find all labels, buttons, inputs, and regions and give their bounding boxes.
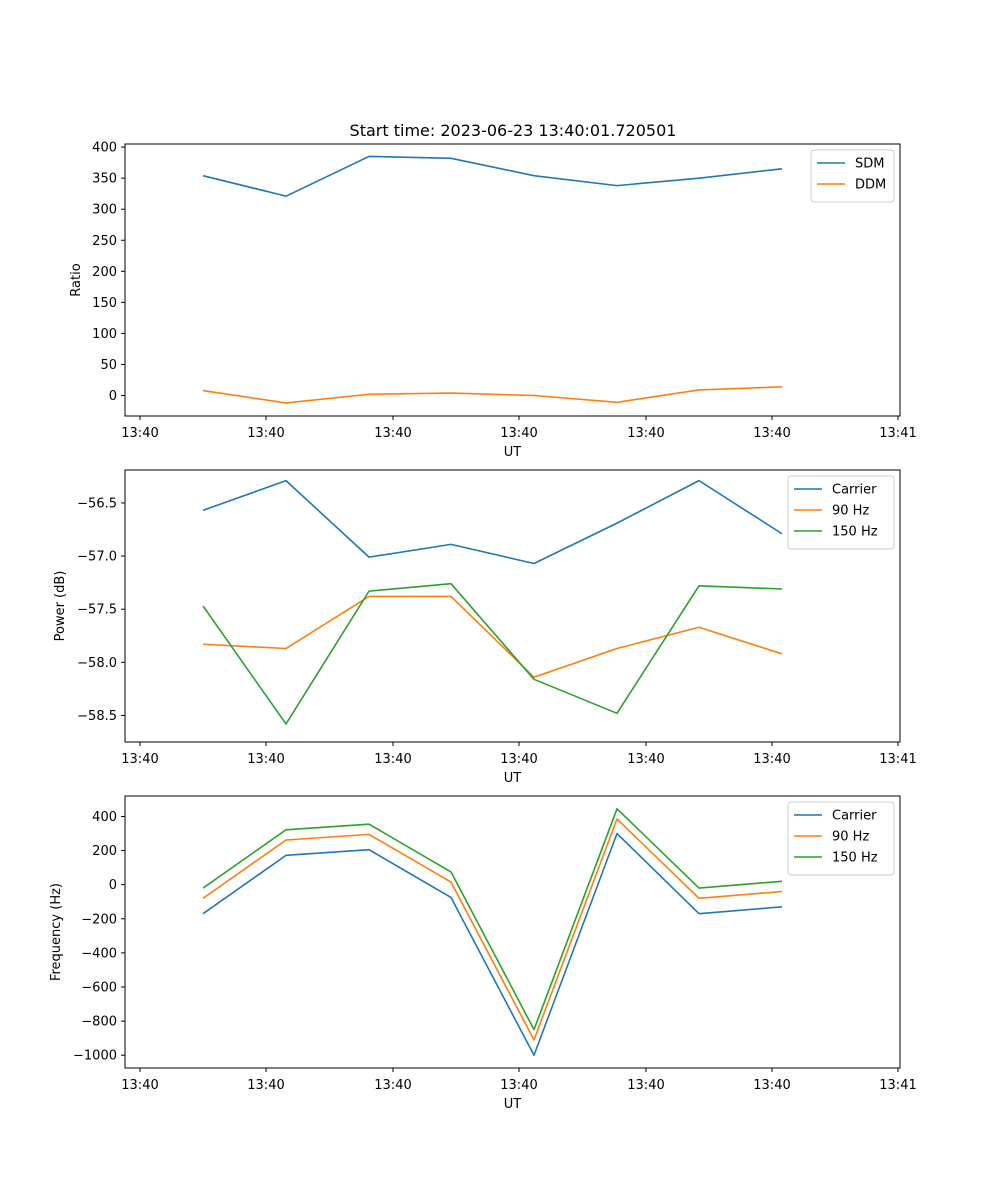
y-tick-label: −58.0: [77, 656, 117, 671]
x-tick-label: 13:40: [500, 752, 537, 767]
y-tick-label: 300: [92, 203, 117, 218]
series-line-carrier: [202, 832, 783, 1057]
x-tick-label: 13:41: [879, 1078, 916, 1093]
x-tick-label: 13:40: [121, 426, 158, 441]
x-tick-label: 13:40: [500, 426, 537, 441]
x-tick-label: 13:40: [627, 426, 664, 441]
y-tick-label: −800: [81, 1015, 117, 1030]
legend-label: 90 Hz: [832, 504, 869, 519]
y-tick-label: 50: [100, 358, 117, 373]
x-axis-label: UT: [504, 445, 522, 460]
x-tick-label: 13:40: [121, 1078, 158, 1093]
y-tick-label: 100: [92, 327, 117, 342]
y-tick-label: 200: [92, 265, 117, 280]
y-axis-label: Frequency (Hz): [49, 883, 64, 981]
legend: SDM DDM: [810, 149, 895, 203]
x-tick-label: 13:40: [627, 1078, 664, 1093]
x-tick-label: 13:40: [121, 752, 158, 767]
x-axis-label: UT: [504, 771, 522, 786]
figure-title: Start time: 2023-06-23 13:40:01.720501: [350, 121, 677, 140]
series-line-carrier: [202, 479, 783, 565]
subplot-2: 13:40 13:40 13:40 13:40 13:40 13:40 13:41 UT −56…: [53, 469, 917, 786]
x-tick-label: 13:40: [247, 752, 284, 767]
y-tick-label: −1000: [73, 1049, 117, 1064]
y-tick-label: 400: [92, 810, 117, 825]
y-tick-label: 250: [92, 234, 117, 249]
x-tick-label: 13:41: [879, 752, 916, 767]
legend-label: Carrier: [832, 809, 877, 824]
y-tick-label: −57.0: [77, 550, 117, 565]
x-tick-label: 13:40: [247, 1078, 284, 1093]
x-axis-label: UT: [504, 1097, 522, 1112]
legend: Carrier 90 Hz 150 Hz: [787, 475, 895, 550]
plots-container: 13:40 13:40 13:40 13:40 13:40 13:40 13:41 UT 0 50…: [49, 141, 917, 1112]
legend-label: DDM: [855, 178, 886, 193]
x-tick-label: 13:40: [753, 426, 790, 441]
series-line-150-hz: [202, 807, 783, 1031]
series-line-sdm: [202, 155, 783, 197]
x-tick-label: 13:40: [753, 752, 790, 767]
legend: Carrier 90 Hz 150 Hz: [787, 801, 895, 876]
y-tick-label: −400: [81, 946, 117, 961]
axes-frame: [124, 469, 901, 743]
x-tick-label: 13:40: [374, 1078, 411, 1093]
y-axis-label: Power (dB): [53, 571, 68, 642]
series-line-ddm: [202, 386, 783, 404]
y-tick-label: −58.5: [77, 709, 117, 724]
x-tick-label: 13:40: [374, 426, 411, 441]
x-tick-label: 13:40: [374, 752, 411, 767]
y-tick-label: 200: [92, 844, 117, 859]
y-tick-label: 0: [109, 389, 117, 404]
y-axis-label: Ratio: [69, 263, 84, 296]
legend-label: SDM: [855, 157, 884, 172]
axes-frame: [124, 143, 901, 417]
y-tick-label: 0: [109, 878, 117, 893]
legend-label: Carrier: [832, 483, 877, 498]
y-tick-label: 400: [92, 141, 117, 156]
subplot-1: 13:40 13:40 13:40 13:40 13:40 13:40 13:41 UT 0 50…: [69, 141, 917, 460]
y-tick-label: −600: [81, 980, 117, 995]
x-tick-label: 13:40: [500, 1078, 537, 1093]
x-tick-label: 13:40: [627, 752, 664, 767]
legend-label: 150 Hz: [832, 851, 878, 866]
x-tick-label: 13:41: [879, 426, 916, 441]
series-line-150-hz: [202, 582, 783, 725]
series-line-90-hz: [202, 595, 783, 678]
y-tick-label: −56.5: [77, 496, 117, 511]
series-line-90-hz: [202, 818, 783, 1041]
y-tick-label: 350: [92, 172, 117, 187]
subplot-3: 13:40 13:40 13:40 13:40 13:40 13:40 13:41 UT 400…: [49, 795, 917, 1112]
x-tick-label: 13:40: [753, 1078, 790, 1093]
axes-frame: [124, 795, 901, 1069]
x-tick-label: 13:40: [247, 426, 284, 441]
y-tick-label: −57.5: [77, 603, 117, 618]
legend-label: 90 Hz: [832, 830, 869, 845]
legend-label: 150 Hz: [832, 525, 878, 540]
y-tick-label: 150: [92, 296, 117, 311]
y-tick-label: −200: [81, 912, 117, 927]
